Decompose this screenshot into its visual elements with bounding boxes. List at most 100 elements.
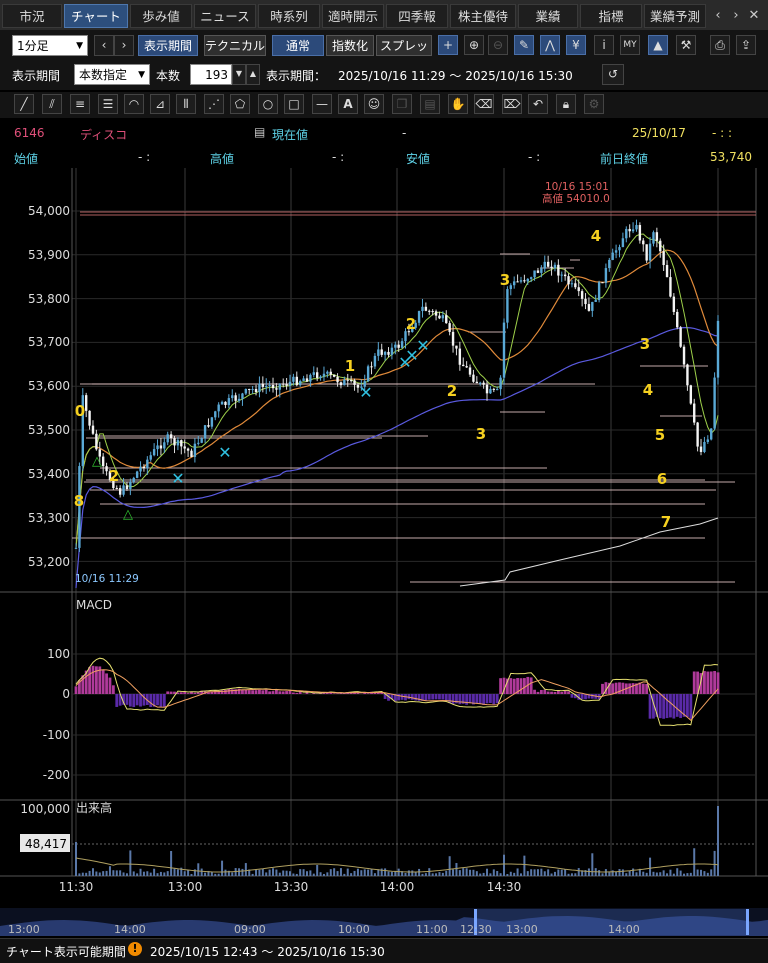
candle: [523, 280, 525, 281]
candle: [686, 364, 688, 385]
my-icon[interactable]: MY: [620, 35, 640, 55]
spread-button[interactable]: スプレッド: [376, 35, 432, 56]
macd-bar: [645, 684, 648, 694]
channel-icon[interactable]: ☰: [98, 94, 118, 114]
eraser-all-icon[interactable]: ⌦: [502, 94, 522, 114]
document-icon[interactable]: ▤: [254, 125, 265, 139]
close-icon[interactable]: ✕: [746, 4, 762, 28]
tab-indicators[interactable]: 指標: [580, 4, 642, 28]
arc-icon[interactable]: ◠: [124, 94, 144, 114]
pentagon-icon[interactable]: ⬠: [230, 94, 250, 114]
nav-tick: 13:00: [506, 923, 538, 936]
candle: [180, 440, 182, 446]
count-input[interactable]: 193: [190, 64, 232, 85]
zoom-in-icon[interactable]: ⊕: [464, 35, 484, 55]
gann-icon[interactable]: ⋰: [204, 94, 224, 114]
volume-bar: [510, 872, 512, 876]
price-tick: 53,500: [28, 423, 70, 437]
volume-bar: [642, 872, 644, 876]
line-chart-icon[interactable]: ⋀: [540, 35, 560, 55]
price-tick: 53,800: [28, 292, 70, 306]
toolbar: 1分足 ▼ ‹ › 表示期間 テクニカル 通常 指数化 スプレッド + ⊕ ⊖ …: [0, 30, 768, 60]
fan-icon[interactable]: ⊿: [150, 94, 170, 114]
undo-icon[interactable]: ↶: [528, 94, 548, 114]
macd-bar: [509, 678, 512, 694]
candle: [503, 323, 505, 378]
volume-bar: [252, 874, 254, 876]
nav-tick: 13:00: [8, 923, 40, 936]
candle: [150, 455, 152, 459]
volume-bar: [374, 873, 376, 876]
tab-news[interactable]: ニュース: [194, 4, 256, 28]
refresh-icon[interactable]: ↺: [602, 64, 624, 85]
technical-button[interactable]: テクニカル: [204, 35, 266, 56]
macd-bar: [666, 694, 669, 718]
circle-icon[interactable]: ○: [258, 94, 278, 114]
candle: [279, 384, 281, 390]
count-up-icon[interactable]: ▲: [246, 64, 260, 85]
interval-select[interactable]: 1分足 ▼: [12, 35, 88, 56]
vlines-icon[interactable]: ⦀: [176, 94, 196, 114]
tab-market[interactable]: 市況: [2, 4, 62, 28]
add-icon[interactable]: +: [438, 35, 458, 55]
volume-bar: [690, 873, 692, 876]
ruler-icon[interactable]: ⫽: [42, 94, 62, 114]
tab-next-icon[interactable]: ›: [728, 4, 744, 28]
candle: [618, 247, 620, 250]
yen-icon[interactable]: ¥: [566, 35, 586, 55]
candle: [713, 378, 715, 429]
count-down-icon[interactable]: ▼: [232, 64, 246, 85]
candle: [353, 380, 355, 384]
zoom-out-icon[interactable]: ⊖: [488, 35, 508, 55]
tab-benefits[interactable]: 株主優待: [450, 4, 516, 28]
area-chart-icon[interactable]: ▲: [648, 35, 668, 55]
volume-bar: [445, 871, 447, 876]
tab-forecast[interactable]: 業績予測: [644, 4, 706, 28]
wave-label: 5: [655, 426, 665, 444]
tab-ticks[interactable]: 歩み値: [130, 4, 192, 28]
settings-icon[interactable]: ⚙: [584, 94, 604, 114]
hand-icon[interactable]: ✋: [448, 94, 468, 114]
stamp-icon[interactable]: ☺: [364, 94, 384, 114]
text-icon[interactable]: A: [338, 94, 358, 114]
macd-bar: [136, 694, 139, 705]
prev-icon[interactable]: ‹: [94, 35, 114, 56]
tab-results[interactable]: 業績: [518, 4, 578, 28]
normal-button[interactable]: 通常: [272, 35, 324, 56]
volume-bar: [289, 871, 291, 876]
list-icon[interactable]: ▤: [420, 94, 440, 114]
triangle-marker: △: [92, 454, 102, 469]
draw-icon[interactable]: ✎: [514, 35, 534, 55]
trendline-icon[interactable]: ╱: [14, 94, 34, 114]
navigator-right-handle[interactable]: [746, 909, 749, 935]
period-mode-select[interactable]: 本数指定 ▼: [74, 64, 150, 85]
candle: [679, 327, 681, 346]
print-icon[interactable]: ⎙: [710, 35, 730, 55]
candle: [197, 443, 199, 444]
rectangle-icon[interactable]: □: [284, 94, 304, 114]
candle: [533, 270, 535, 277]
tab-timeseries[interactable]: 時系列: [258, 4, 320, 28]
copy-icon[interactable]: ❐: [392, 94, 412, 114]
tab-shikiho[interactable]: 四季報: [386, 4, 448, 28]
hlines-icon[interactable]: ≡: [70, 94, 90, 114]
candle: [605, 268, 607, 283]
tab-chart[interactable]: チャート: [64, 4, 128, 28]
candle: [167, 434, 169, 442]
eraser-icon[interactable]: ⌫: [474, 94, 494, 114]
volume-bar: [367, 870, 369, 876]
info-icon[interactable]: ⅰ: [594, 35, 614, 55]
hline-icon[interactable]: —: [312, 94, 332, 114]
tab-prev-icon[interactable]: ‹: [710, 4, 726, 28]
candle: [418, 311, 420, 323]
wrench-icon[interactable]: ⚒: [676, 35, 696, 55]
index-button[interactable]: 指数化: [326, 35, 374, 56]
next-icon[interactable]: ›: [114, 35, 134, 56]
export-icon[interactable]: ⇪: [736, 35, 756, 55]
lock-icon[interactable]: 🔒︎: [556, 94, 576, 114]
tab-disclosure[interactable]: 適時開示: [322, 4, 384, 28]
period-button[interactable]: 表示期間: [138, 35, 198, 56]
wave-label: 8: [74, 492, 84, 510]
volume-bar: [421, 874, 423, 876]
